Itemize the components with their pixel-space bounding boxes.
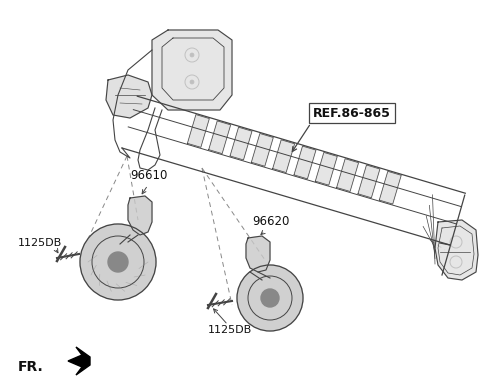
Polygon shape <box>187 114 209 147</box>
Text: 1125DB: 1125DB <box>18 238 62 248</box>
Polygon shape <box>106 75 152 118</box>
Text: 96610: 96610 <box>130 169 168 182</box>
Polygon shape <box>152 30 232 110</box>
Text: 96620: 96620 <box>252 215 289 228</box>
Circle shape <box>190 53 194 57</box>
Polygon shape <box>336 159 359 191</box>
Circle shape <box>261 289 279 307</box>
Circle shape <box>108 252 128 272</box>
Circle shape <box>190 80 194 84</box>
Polygon shape <box>230 127 252 160</box>
Polygon shape <box>252 134 273 166</box>
Polygon shape <box>128 196 152 235</box>
Polygon shape <box>294 146 316 179</box>
Polygon shape <box>358 165 380 198</box>
Polygon shape <box>246 236 270 272</box>
Text: FR.: FR. <box>18 360 44 374</box>
Polygon shape <box>315 152 337 185</box>
Circle shape <box>80 224 156 300</box>
Text: REF.86-865: REF.86-865 <box>313 107 391 120</box>
Polygon shape <box>273 140 295 172</box>
Polygon shape <box>379 171 401 204</box>
Text: 1125DB: 1125DB <box>208 325 252 335</box>
Polygon shape <box>68 347 90 375</box>
Polygon shape <box>435 220 478 280</box>
Circle shape <box>237 265 303 331</box>
Polygon shape <box>209 121 231 154</box>
